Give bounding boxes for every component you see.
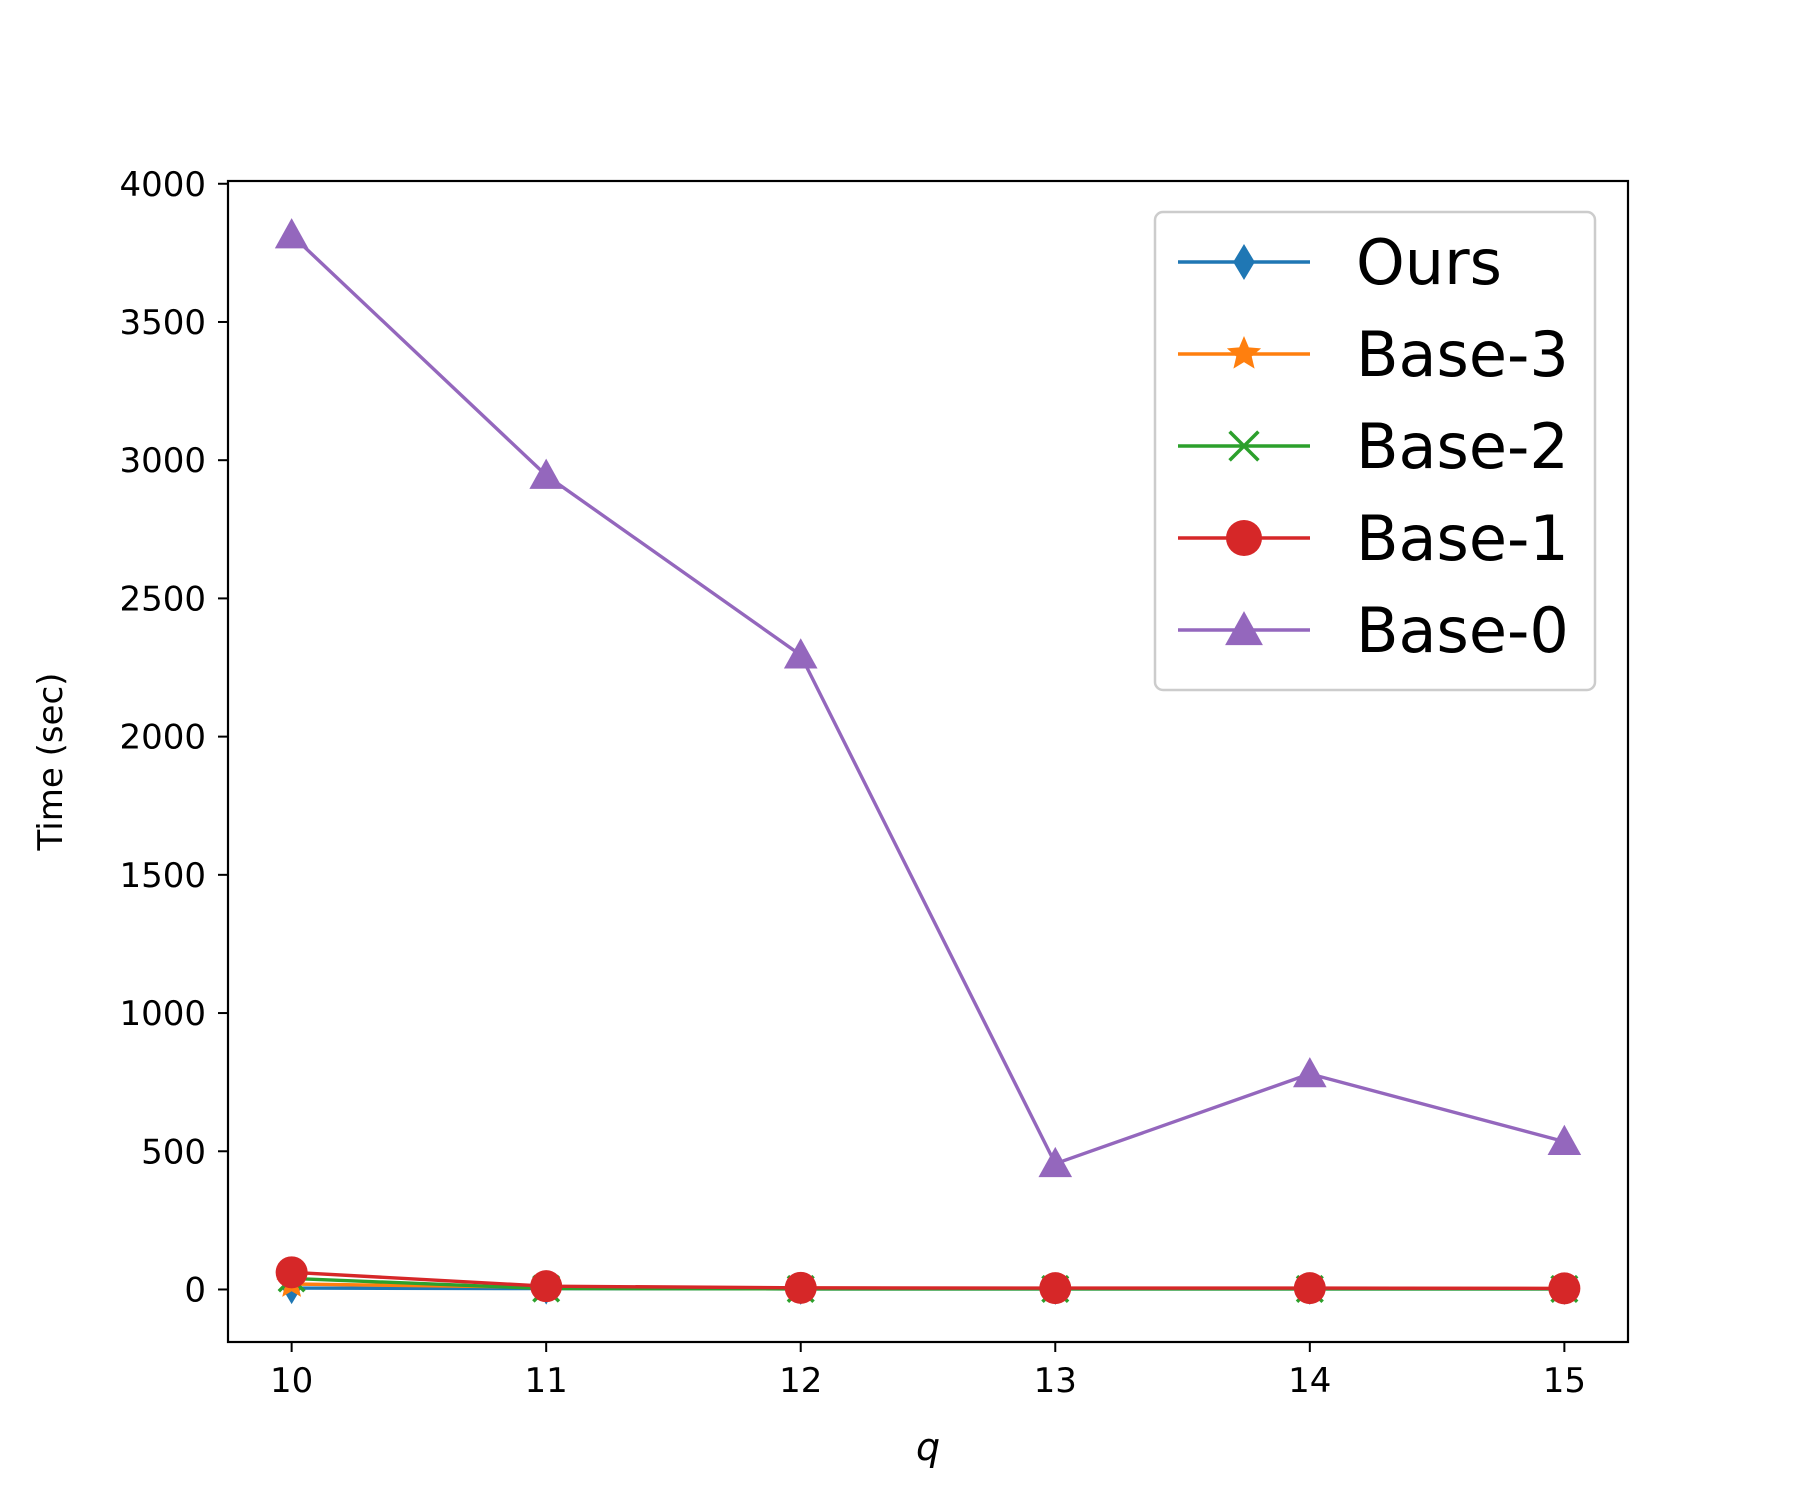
- legend-label-base-1: Base-1: [1356, 502, 1569, 575]
- y-tick-label: 500: [141, 1132, 206, 1172]
- data-point-base-1: [784, 1271, 817, 1304]
- data-point-base-0: [529, 458, 563, 489]
- y-tick-label: 2000: [119, 718, 206, 758]
- y-tick-label: 2500: [119, 579, 206, 619]
- plot-frame: [226, 179, 1630, 1344]
- legend-marker-base-3: [1226, 336, 1262, 369]
- data-point-base-1: [1039, 1272, 1072, 1305]
- data-point-base-0: [1293, 1057, 1327, 1088]
- x-tick-label: 14: [1288, 1361, 1331, 1401]
- legend-item-base-3: Base-3: [1178, 318, 1569, 391]
- y-tick-label: 4000: [119, 165, 206, 205]
- series-line-base-0: [290, 233, 1565, 1166]
- x-tick-label: 10: [270, 1361, 313, 1401]
- legend-item-base-0: Base-0: [1178, 594, 1569, 667]
- legend: Ours Base-3 Base-2 Base-1 Base-0: [1153, 210, 1597, 692]
- data-point-base-0: [1038, 1146, 1073, 1178]
- data-point-base-1: [1293, 1272, 1326, 1305]
- y-axis-label: Time (sec): [31, 673, 71, 852]
- y-tick-label: 3500: [119, 303, 206, 343]
- legend-marker-base-2: [1228, 430, 1260, 462]
- series-base-0: [274, 218, 1582, 1178]
- series-layer: [274, 218, 1582, 1305]
- y-tick-label: 1000: [119, 994, 206, 1034]
- x-tick-label: 15: [1543, 1361, 1586, 1401]
- x-axis-label: q: [916, 1425, 940, 1469]
- legend-item-base-1: Base-1: [1178, 502, 1569, 575]
- y-tick-label: 0: [184, 1270, 206, 1310]
- data-point-base-0: [1547, 1124, 1582, 1156]
- data-point-base-0: [274, 218, 309, 249]
- data-point-base-1: [275, 1256, 308, 1289]
- y-tick-label: 1500: [119, 856, 206, 896]
- legend-marker-base-1: [1226, 520, 1262, 556]
- legend-marker-base-0: [1225, 611, 1263, 646]
- x-tick-label: 12: [779, 1361, 822, 1401]
- legend-marker-ours: [1233, 244, 1255, 280]
- y-tick-label: 3000: [119, 441, 206, 481]
- x-tick-label: 11: [525, 1361, 568, 1401]
- legend-label-base-0: Base-0: [1356, 594, 1569, 667]
- data-point-base-1: [1548, 1272, 1581, 1305]
- legend-label-base-2: Base-2: [1356, 410, 1569, 483]
- legend-item-ours: Ours: [1178, 226, 1502, 299]
- legend-label-base-3: Base-3: [1356, 318, 1569, 391]
- x-tick-label: 13: [1034, 1361, 1077, 1401]
- series-line-base-1: [291, 1270, 1565, 1291]
- legend-item-base-2: Base-2: [1178, 410, 1569, 483]
- series-base-1: [275, 1256, 1581, 1305]
- data-point-base-1: [530, 1270, 563, 1303]
- axis-ticks: 10 11 12 13 14 15 0 500 1000 1500 2000 2500 3000 3500…: [119, 165, 1586, 1401]
- legend-label-ours: Ours: [1356, 226, 1502, 299]
- legend-box: [1153, 210, 1597, 692]
- data-point-base-0: [783, 638, 818, 669]
